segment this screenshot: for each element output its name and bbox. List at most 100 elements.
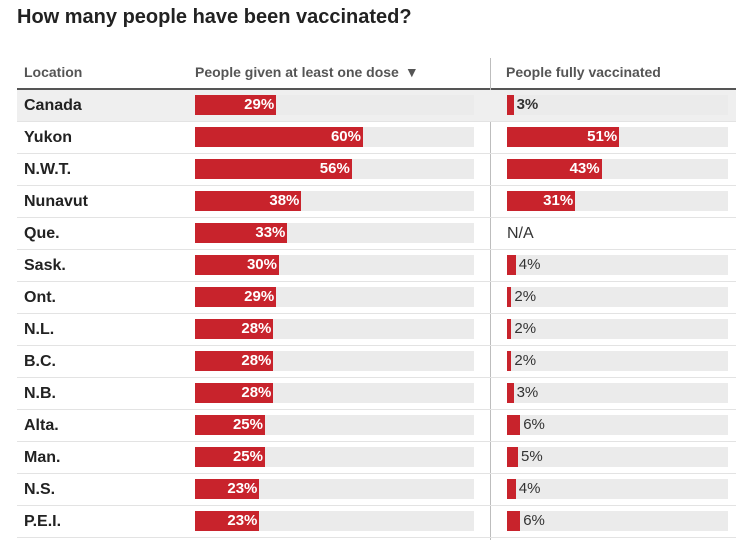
one-dose-bar [195, 95, 277, 115]
table-row: Ont. 29% 2% [17, 282, 736, 314]
fully-bar [507, 191, 576, 211]
one-dose-value: 33% [255, 224, 286, 241]
fully-value: 3% [516, 96, 539, 113]
fully-track: 3% [507, 95, 728, 115]
one-dose-value: 25% [232, 448, 263, 465]
one-dose-track: 30% [195, 255, 474, 275]
fully-track: 2% [507, 351, 728, 371]
one-dose-track: 38% [195, 191, 474, 211]
fully-value: 31% [543, 192, 574, 209]
one-dose-track: 60% [195, 127, 474, 147]
fully-value: 6% [523, 512, 545, 529]
one-dose-bar [195, 223, 288, 243]
fully-bar [507, 255, 516, 275]
location-label: N.W.T. [24, 161, 72, 178]
fully-bar [507, 95, 514, 115]
one-dose-bar [195, 127, 363, 147]
one-dose-track: 23% [195, 479, 474, 499]
table-row: Que. 33% N/A [17, 218, 736, 250]
one-dose-bar [195, 447, 265, 467]
table-row: Canada 29% 3% [17, 90, 736, 122]
fully-bar [507, 479, 516, 499]
sort-descending-icon[interactable]: ▼ [404, 64, 419, 80]
column-header-location[interactable]: Location [24, 64, 83, 80]
one-dose-track: 56% [195, 159, 474, 179]
fully-value: N/A [507, 225, 534, 242]
fully-value: 4% [518, 256, 541, 273]
one-dose-bar [195, 287, 277, 307]
fully-value: 43% [569, 160, 600, 177]
table-row: N.S. 23% 4% [17, 474, 736, 506]
column-header-one-dose[interactable]: People given at least one dose ▼ [195, 64, 419, 80]
table-body: Canada 29% 3% Yukon 60% 51% N.W.T. 56% 43% Nunavu… [17, 90, 736, 538]
fully-value: 3% [516, 384, 539, 401]
column-header-fully[interactable]: People fully vaccinated [506, 64, 661, 80]
one-dose-track: 28% [195, 383, 474, 403]
fully-bar [507, 287, 512, 307]
table-row: N.W.T. 56% 43% [17, 154, 736, 186]
location-label: N.B. [24, 385, 56, 402]
one-dose-value: 38% [269, 192, 300, 209]
table-row: Sask. 30% 4% [17, 250, 736, 282]
fully-bar [507, 415, 521, 435]
one-dose-bar [195, 319, 274, 339]
fully-track: 5% [507, 447, 728, 467]
fully-track: 3% [507, 383, 728, 403]
one-dose-value: 56% [319, 160, 350, 177]
one-dose-value: 28% [241, 352, 272, 369]
fully-bar [507, 159, 602, 179]
location-label: N.L. [24, 321, 55, 338]
column-divider [490, 58, 491, 540]
one-dose-value: 23% [227, 512, 258, 529]
table-row: B.C. 28% 2% [17, 346, 736, 378]
one-dose-value: 28% [241, 320, 272, 337]
one-dose-track: 25% [195, 415, 474, 435]
location-label: Canada [24, 97, 82, 114]
one-dose-track: 28% [195, 319, 474, 339]
table-row: Nunavut 38% 31% [17, 186, 736, 218]
location-label: P.E.I. [24, 513, 62, 530]
table-header: Location People given at least one dose ▼… [17, 56, 736, 90]
one-dose-bar [195, 191, 302, 211]
one-dose-bar [195, 479, 260, 499]
one-dose-value: 60% [330, 128, 361, 145]
column-header-one-dose-label: People given at least one dose [195, 64, 399, 80]
location-label: Que. [24, 225, 60, 242]
one-dose-track: 33% [195, 223, 474, 243]
one-dose-track: 25% [195, 447, 474, 467]
location-label: Alta. [24, 417, 59, 434]
fully-track: 6% [507, 415, 728, 435]
fully-bar [507, 383, 514, 403]
one-dose-track: 23% [195, 511, 474, 531]
one-dose-bar [195, 159, 352, 179]
fully-value: 5% [521, 448, 543, 465]
location-label: Nunavut [24, 193, 88, 210]
fully-value: 2% [514, 288, 537, 305]
location-label: Ont. [24, 289, 56, 306]
fully-track: 2% [507, 319, 728, 339]
one-dose-bar [195, 511, 260, 531]
one-dose-value: 29% [244, 96, 275, 113]
one-dose-bar [195, 383, 274, 403]
fully-value: 2% [514, 352, 537, 369]
fully-value: 4% [518, 480, 541, 497]
one-dose-value: 28% [241, 384, 272, 401]
one-dose-track: 29% [195, 95, 474, 115]
fully-track: 6% [507, 511, 728, 531]
one-dose-bar [195, 351, 274, 371]
one-dose-value: 25% [232, 416, 263, 433]
chart-title: How many people have been vaccinated? [17, 6, 412, 28]
location-label: Yukon [24, 129, 73, 146]
fully-track: 4% [507, 479, 728, 499]
table-row: N.L. 28% 2% [17, 314, 736, 346]
location-label: Sask. [24, 257, 66, 274]
fully-bar [507, 447, 518, 467]
one-dose-bar [195, 255, 279, 275]
fully-value: 2% [514, 320, 537, 337]
table-row: Alta. 25% 6% [17, 410, 736, 442]
one-dose-value: 23% [227, 480, 258, 497]
fully-track: 51% [507, 127, 728, 147]
fully-track: 43% [507, 159, 728, 179]
table-row: N.B. 28% 3% [17, 378, 736, 410]
fully-bar [507, 351, 512, 371]
